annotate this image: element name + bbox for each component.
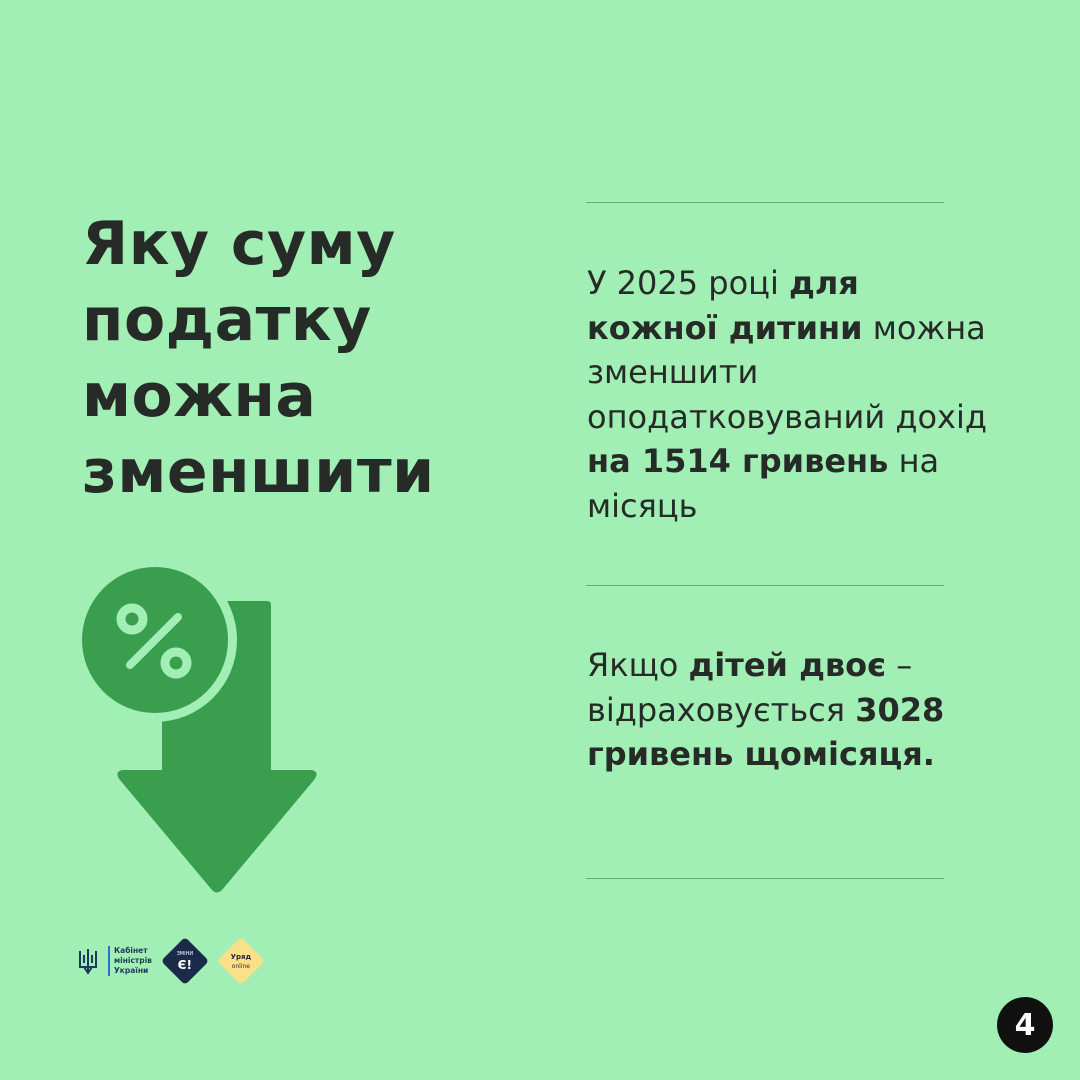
text: можна зменшити оподатковуваний дохід: [587, 308, 987, 436]
divider: [586, 585, 944, 586]
highlight-amount: на 1514 гривень: [587, 442, 889, 480]
highlight: для кожної дитини: [587, 264, 863, 347]
trident-icon: [79, 949, 97, 975]
cabinet-logo: Кабінет міністрів України: [108, 946, 152, 976]
logo-text: Кабінет: [114, 946, 148, 955]
page-number-badge: 4: [997, 997, 1053, 1053]
divider: [586, 878, 944, 879]
highlight: дітей двоє: [688, 646, 887, 684]
zminy-logo-text: ЗМІНИ Є!: [177, 950, 194, 973]
text: – відраховується: [587, 646, 913, 729]
title-line: податку: [82, 285, 372, 355]
logos: Кабінет міністрів України ЗМІНИ Є! Уряд on…: [78, 936, 265, 986]
text: на місяць: [587, 442, 940, 525]
percent-down-arrow-icon: [73, 560, 317, 893]
title-line: зменшити: [82, 437, 435, 507]
zminy-logo: ЗМІНИ Є!: [160, 936, 209, 986]
logo-text: ЗМІНИ: [176, 950, 194, 957]
logo-text: міністрів: [114, 956, 152, 965]
divider: [586, 202, 944, 203]
highlight-amount: 3028 гривень щомісяця.: [587, 690, 945, 774]
title-line: Яку суму: [82, 209, 396, 279]
info-block-two-children: Якщо дітей двоє – відраховується 3028 гр…: [587, 643, 947, 777]
info-block-one-child: У 2025 році для кожної дитини можна змен…: [587, 261, 987, 528]
logo-text: online: [231, 962, 251, 970]
page-title: Яку суму податку можна зменшити: [82, 206, 435, 510]
text: Якщо: [587, 646, 689, 684]
uriad-logo-text: Уряд online: [231, 952, 252, 971]
logo-text: Є!: [177, 957, 193, 972]
logo-text: України: [114, 966, 149, 975]
title-line: можна: [82, 361, 317, 431]
logo-text: Уряд: [230, 952, 252, 961]
uriad-online-logo: Уряд online: [216, 936, 265, 986]
text: У 2025 році: [587, 264, 790, 302]
